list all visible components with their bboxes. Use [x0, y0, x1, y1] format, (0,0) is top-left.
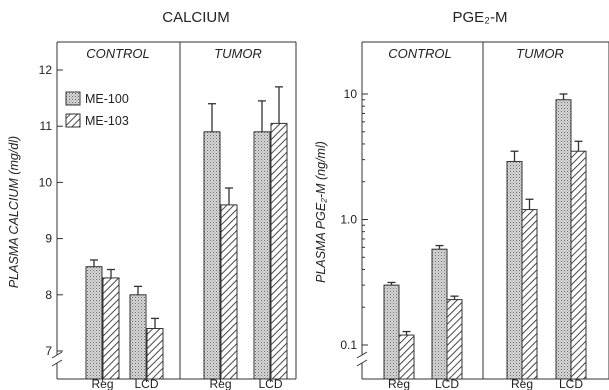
group-label: TUMOR — [516, 46, 564, 61]
bar-me103 — [102, 277, 120, 380]
bar-me103 — [570, 150, 587, 380]
category-label: Reg — [209, 377, 231, 390]
bar-me103 — [521, 209, 538, 380]
chart-panel-calcium: CALCIUM 7 8 9 10 11 12 PLASMA CALCIUM (mg/dl) CO… — [7, 9, 297, 390]
category-label: LCD — [258, 377, 282, 390]
group-label: CONTROL — [388, 46, 452, 61]
category-label: LCD — [134, 377, 158, 390]
bar-me100 — [383, 284, 400, 380]
bar-me100 — [506, 160, 523, 380]
chart-panels: CALCIUM 7 8 9 10 11 12 PLASMA CALCIUM (mg/dl) CO… — [7, 9, 609, 390]
y-tick-label: 7 — [45, 344, 52, 358]
y-tick-label: 8 — [45, 288, 52, 302]
y-tick-label: 10 — [39, 175, 53, 189]
y-tick-label: 0.1 — [340, 338, 357, 352]
chart-title: PGE₂-M — [453, 9, 508, 26]
group-label: TUMOR — [214, 46, 262, 61]
category-label: LCD — [435, 377, 459, 390]
bar-me103 — [220, 204, 238, 380]
legend-swatch — [65, 91, 81, 106]
bar-me103 — [398, 334, 415, 380]
y-tick-label: 11 — [40, 119, 53, 133]
bar-me103 — [146, 328, 164, 380]
bar-me100 — [85, 266, 103, 380]
bar-me103 — [446, 299, 463, 380]
y-tick-label: 1.0 — [340, 213, 357, 227]
y-axis-label: PLASMA CALCIUM (mg/dl) — [7, 136, 21, 288]
y-tick-label: 10 — [344, 87, 358, 101]
category-label: Reg — [388, 377, 410, 390]
category-label: Reg — [511, 377, 533, 390]
legend-label: ME-103 — [85, 114, 129, 128]
bar-me100 — [129, 294, 147, 380]
category-label: Reg — [91, 377, 113, 390]
bar-me103 — [270, 122, 288, 380]
axis-break-mark — [356, 351, 368, 367]
chart-panel-pge2m: PGE₂-M 0.1 1.0 10 PLASMA PGE₂-M (ng/ml) CONTR… — [314, 9, 609, 390]
chart-title: CALCIUM — [162, 9, 230, 26]
y-tick-label: 12 — [39, 63, 53, 77]
axis-break-mark — [51, 351, 63, 367]
bar-me100 — [555, 99, 572, 380]
bar-me100 — [203, 131, 221, 380]
y-tick-label: 9 — [45, 232, 52, 246]
bar-me100 — [253, 131, 271, 380]
group-label: CONTROL — [86, 46, 150, 61]
legend: ME-100 ME-103 — [65, 91, 129, 128]
legend-label: ME-100 — [85, 92, 129, 106]
bar-me100 — [431, 248, 448, 380]
y-axis-label: PLASMA PGE₂-M (ng/ml) — [314, 141, 328, 283]
legend-swatch — [65, 113, 81, 128]
category-label: LCD — [559, 377, 583, 390]
